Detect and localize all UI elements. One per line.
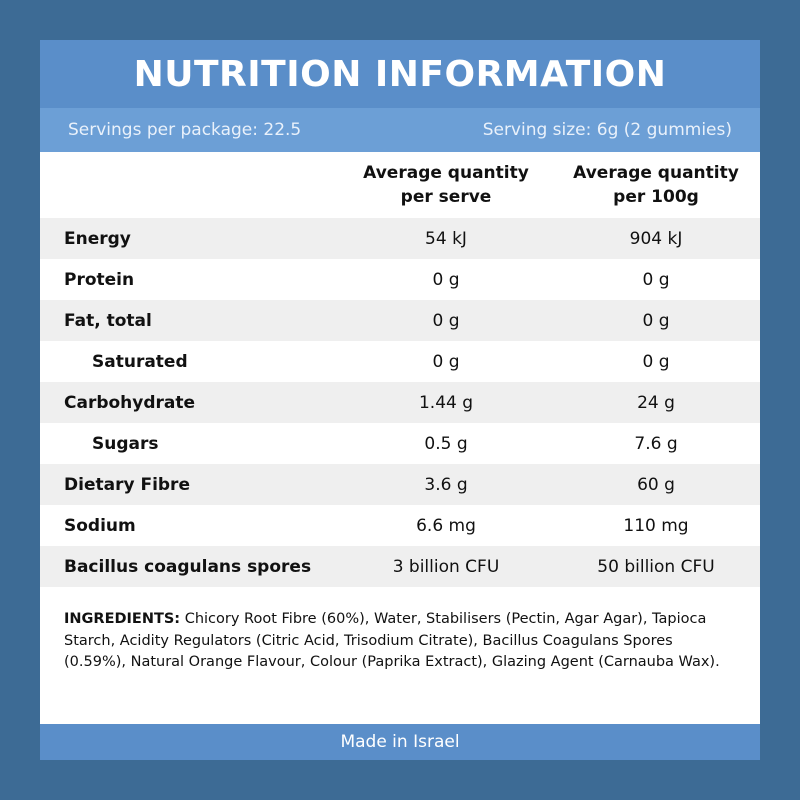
per-serve-value: 0 g bbox=[432, 310, 460, 331]
per-serve-value: 54 kJ bbox=[425, 228, 467, 249]
per-100g-value: 0 g bbox=[642, 310, 670, 331]
per-serve-value: 1.44 g bbox=[418, 392, 474, 413]
nutrient-name: Carbohydrate bbox=[64, 392, 196, 413]
serving-info-bar: Servings per package: 22.5 Serving size:… bbox=[40, 108, 760, 152]
nutrient-name: Saturated bbox=[92, 351, 188, 372]
per-100g-value: 110 mg bbox=[623, 515, 689, 536]
nutrient-name: Dietary Fibre bbox=[64, 474, 190, 495]
per-serve-value: 6.6 mg bbox=[416, 515, 476, 536]
ingredients-text: Chicory Root Fibre (60%), Water, Stabili… bbox=[64, 611, 720, 670]
nutrient-name: Bacillus coagulans spores bbox=[64, 556, 312, 577]
servings-per-package: Servings per package: 22.5 bbox=[68, 120, 302, 140]
per-100g-value: 904 kJ bbox=[629, 228, 683, 249]
table-row: Dietary Fibre 3.6 g 60 g bbox=[40, 464, 760, 505]
per-serve-value: 0 g bbox=[432, 269, 460, 290]
table-row: Protein 0 g 0 g bbox=[40, 259, 760, 300]
header-per-100g: Average quantity per 100g bbox=[573, 163, 739, 207]
nutrient-name: Protein bbox=[64, 269, 135, 290]
nutrient-name: Energy bbox=[64, 228, 131, 249]
table-header-row: Average quantity per serve Average quant… bbox=[40, 152, 760, 218]
per-100g-value: 0 g bbox=[642, 351, 670, 372]
per-100g-value: 50 billion CFU bbox=[597, 556, 715, 577]
title-bar: NUTRITION INFORMATION bbox=[40, 40, 760, 108]
per-serve-value: 0 g bbox=[432, 351, 460, 372]
ingredients-label: INGREDIENTS: bbox=[64, 611, 181, 627]
table-row: Carbohydrate 1.44 g 24 g bbox=[40, 382, 760, 423]
footer-bar: Made in Israel bbox=[40, 724, 760, 760]
per-serve-value: 0.5 g bbox=[424, 433, 468, 454]
nutrition-table: Average quantity per serve Average quant… bbox=[40, 152, 760, 587]
per-serve-value: 3.6 g bbox=[424, 474, 468, 495]
ingredients-block: INGREDIENTS: Chicory Root Fibre (60%), W… bbox=[40, 587, 760, 674]
table-row: Bacillus coagulans spores 3 billion CFU 50… bbox=[40, 546, 760, 587]
made-in-label: Made in Israel bbox=[340, 732, 460, 752]
nutrient-name: Fat, total bbox=[64, 310, 152, 331]
table-row: Fat, total 0 g 0 g bbox=[40, 300, 760, 341]
per-serve-value: 3 billion CFU bbox=[392, 556, 500, 577]
table-row: Sodium 6.6 mg 110 mg bbox=[40, 505, 760, 546]
table-row: Saturated 0 g 0 g bbox=[40, 341, 760, 382]
per-100g-value: 0 g bbox=[642, 269, 670, 290]
per-100g-value: 7.6 g bbox=[634, 433, 678, 454]
serving-size: Serving size: 6g (2 gummies) bbox=[482, 120, 732, 140]
panel-title: NUTRITION INFORMATION bbox=[133, 53, 667, 95]
per-100g-value: 24 g bbox=[637, 392, 675, 413]
per-100g-value: 60 g bbox=[637, 474, 675, 495]
nutrient-name: Sodium bbox=[64, 515, 136, 536]
nutrition-panel: NUTRITION INFORMATION Servings per packa… bbox=[40, 40, 760, 760]
table-row: Sugars 0.5 g 7.6 g bbox=[40, 423, 760, 464]
nutrient-name: Sugars bbox=[92, 433, 159, 454]
table-row: Energy 54 kJ 904 kJ bbox=[40, 218, 760, 259]
header-per-serve: Average quantity per serve bbox=[363, 163, 529, 207]
